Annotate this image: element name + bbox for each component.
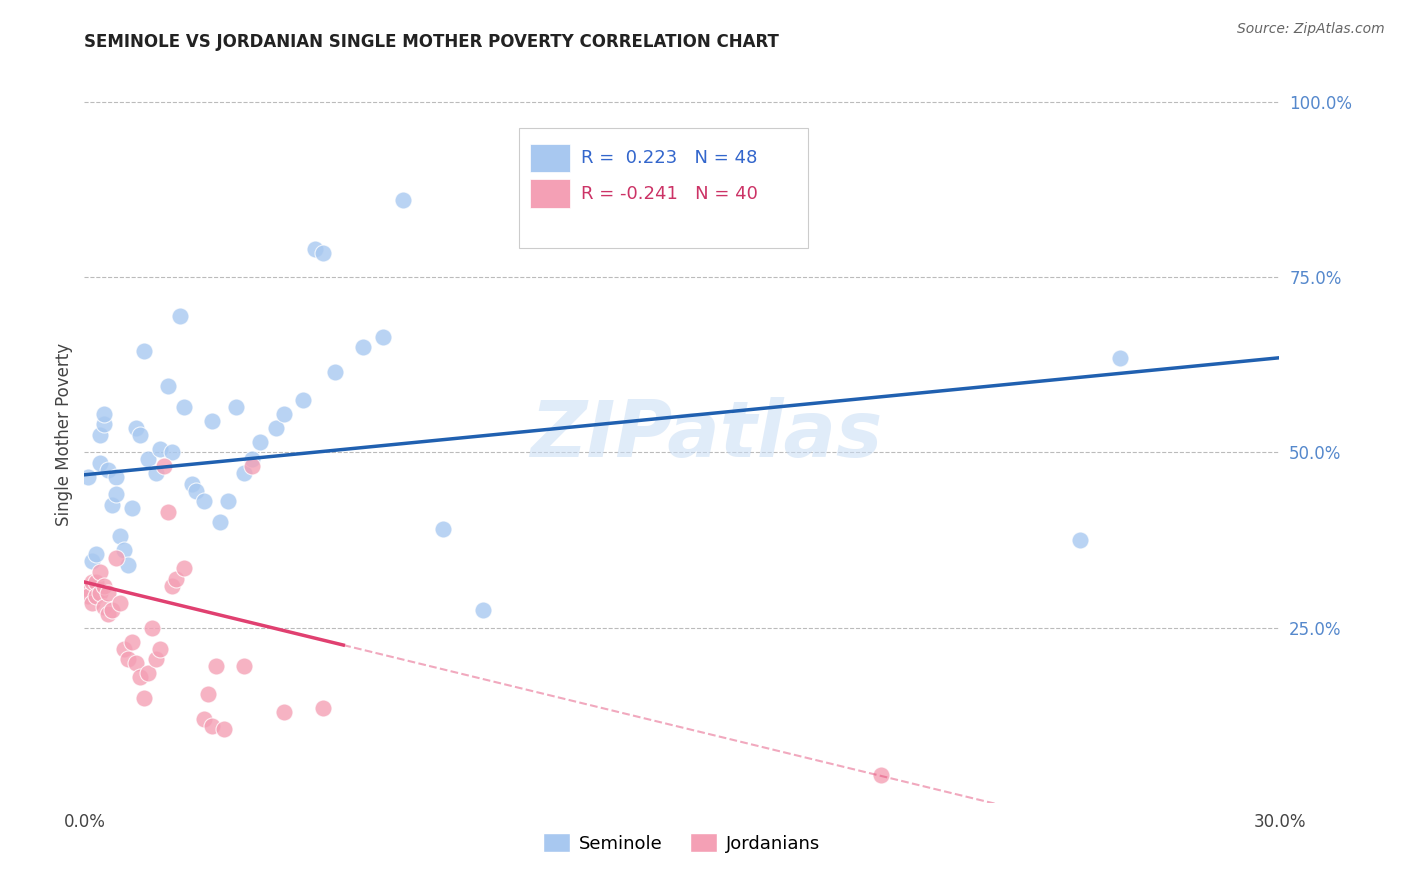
Point	[82, 596, 104, 610]
Point	[117, 652, 139, 666]
Point	[136, 452, 159, 467]
Point	[325, 365, 347, 379]
Point	[121, 501, 143, 516]
Point	[93, 407, 115, 421]
Point	[273, 407, 295, 421]
Point	[232, 467, 254, 481]
Point	[392, 193, 415, 207]
Point	[181, 476, 204, 491]
Point	[432, 523, 454, 537]
Point	[312, 245, 335, 260]
Point	[249, 434, 271, 449]
Point	[145, 467, 167, 481]
Point	[184, 483, 207, 498]
Point	[125, 421, 148, 435]
Point	[89, 427, 111, 442]
Point	[125, 656, 148, 670]
Point	[145, 652, 167, 666]
Point	[86, 575, 108, 590]
Point	[153, 459, 176, 474]
Point	[373, 330, 395, 344]
Point	[105, 550, 128, 565]
Point	[157, 505, 180, 519]
Point	[169, 309, 191, 323]
Point	[352, 340, 374, 354]
Point	[471, 603, 494, 617]
Point	[121, 634, 143, 648]
Point	[157, 378, 180, 392]
Point	[110, 596, 132, 610]
Point	[160, 578, 183, 592]
Point	[129, 427, 152, 442]
Point	[93, 599, 115, 614]
Point	[160, 445, 183, 459]
Point	[82, 575, 104, 590]
Text: R = -0.241   N = 40: R = -0.241 N = 40	[581, 185, 758, 202]
Point	[101, 498, 124, 512]
Point	[217, 494, 239, 508]
Text: SEMINOLE VS JORDANIAN SINGLE MOTHER POVERTY CORRELATION CHART: SEMINOLE VS JORDANIAN SINGLE MOTHER POVE…	[84, 34, 779, 52]
Text: R =  0.223   N = 48: R = 0.223 N = 48	[581, 149, 758, 167]
Point	[165, 572, 187, 586]
Point	[93, 417, 115, 432]
Point	[304, 242, 326, 256]
Point	[97, 463, 120, 477]
Point	[89, 585, 111, 599]
Point	[173, 561, 195, 575]
Text: Source: ZipAtlas.com: Source: ZipAtlas.com	[1237, 22, 1385, 37]
Point	[86, 547, 108, 561]
Point	[132, 343, 156, 358]
Point	[136, 666, 159, 681]
Point	[273, 705, 295, 719]
Point	[112, 543, 135, 558]
Point	[205, 659, 228, 673]
Point	[82, 554, 104, 568]
Point	[240, 452, 263, 467]
Point	[129, 670, 152, 684]
Point	[264, 421, 287, 435]
Point	[110, 529, 132, 543]
Point	[117, 558, 139, 572]
Point	[312, 701, 335, 715]
Point	[232, 659, 254, 673]
Point	[173, 400, 195, 414]
Point	[97, 585, 120, 599]
Point	[193, 712, 215, 726]
Point	[193, 494, 215, 508]
Point	[105, 487, 128, 501]
Point	[1069, 533, 1091, 547]
Point	[89, 565, 111, 579]
Point	[77, 582, 100, 596]
Text: ZIPatlas: ZIPatlas	[530, 397, 882, 473]
Point	[77, 589, 100, 603]
Point	[208, 516, 231, 530]
Point	[112, 641, 135, 656]
Point	[201, 414, 224, 428]
Point	[89, 456, 111, 470]
Point	[149, 641, 172, 656]
Point	[212, 723, 235, 737]
Point	[97, 607, 120, 621]
Legend: Seminole, Jordanians: Seminole, Jordanians	[536, 826, 828, 860]
Point	[292, 392, 315, 407]
Y-axis label: Single Mother Poverty: Single Mother Poverty	[55, 343, 73, 526]
Point	[225, 400, 247, 414]
Point	[132, 690, 156, 705]
Point	[1109, 351, 1132, 365]
Point	[101, 603, 124, 617]
Point	[77, 470, 100, 484]
Point	[197, 687, 219, 701]
Point	[141, 621, 163, 635]
Point	[149, 442, 172, 456]
Point	[93, 578, 115, 592]
Point	[870, 768, 893, 782]
Point	[240, 459, 263, 474]
Point	[105, 470, 128, 484]
Point	[201, 719, 224, 733]
Point	[86, 589, 108, 603]
